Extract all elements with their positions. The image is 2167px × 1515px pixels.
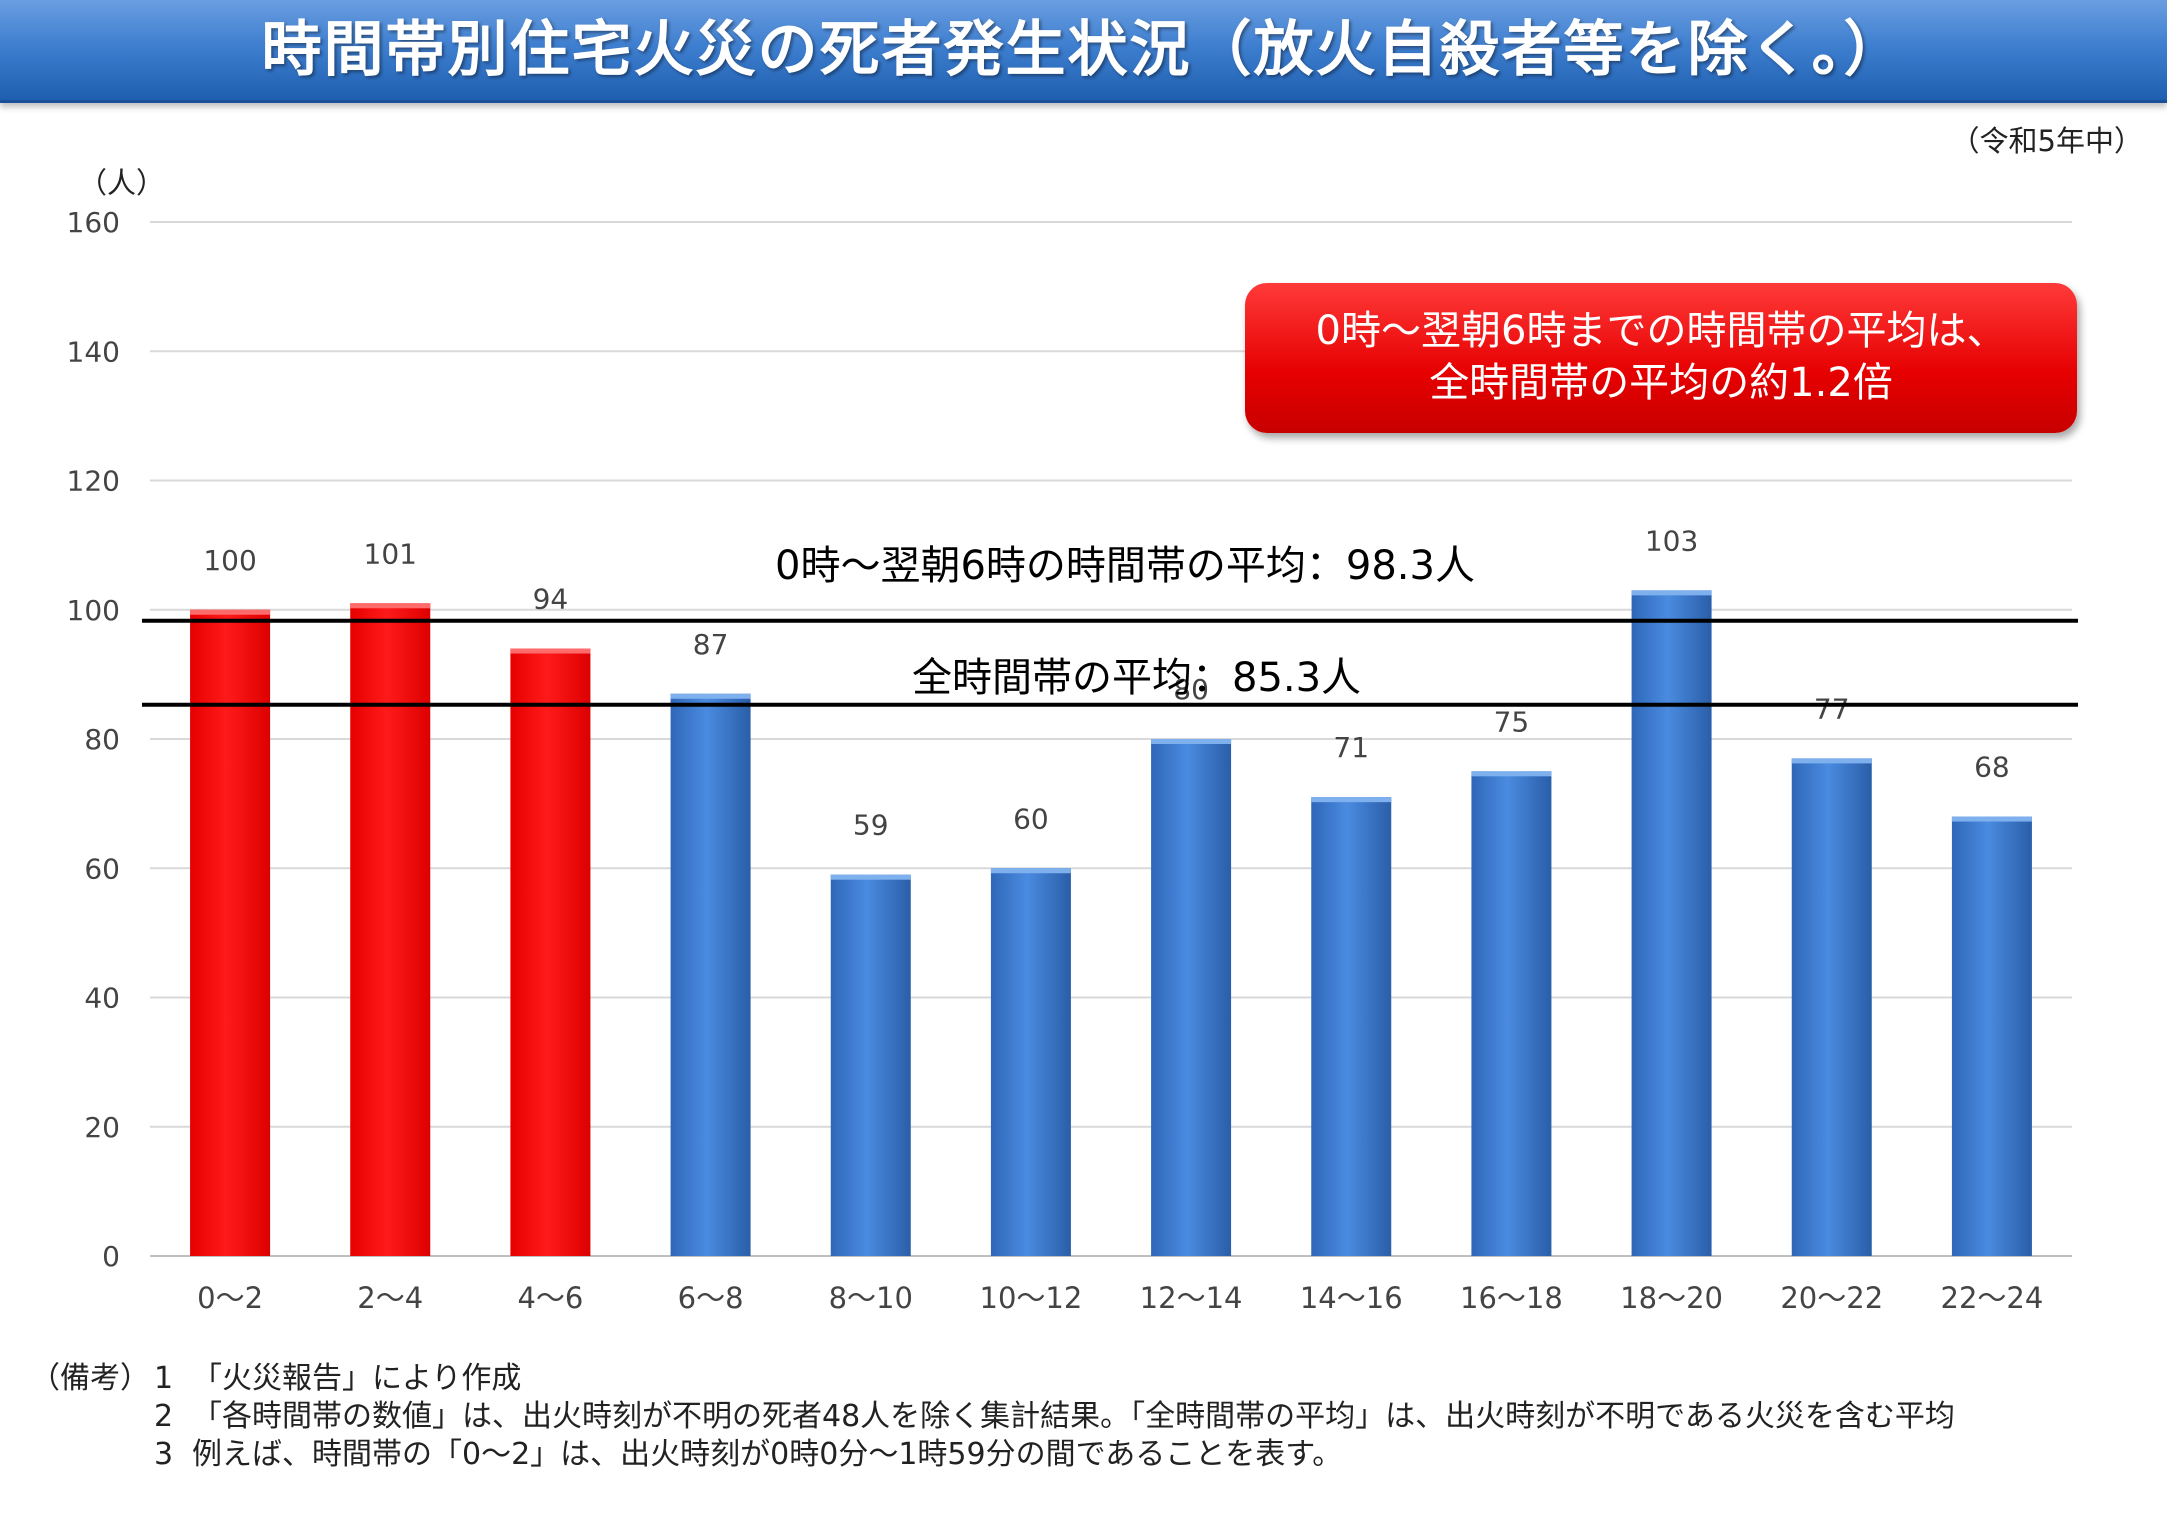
y-tick-label: 40 [84,982,120,1015]
y-tick-label: 120 [67,465,120,498]
data-label: 103 [1645,524,1698,557]
bar-top [190,609,271,615]
bar [670,693,751,1256]
bar-top [990,868,1071,874]
bar-chart: 0 20 40 60 80 100 120 140 160 100 0～2 101 2～4 94 4～6 87… [67,206,2078,1315]
data-label: 75 [1494,705,1530,738]
bar [1311,797,1392,1256]
y-tick-label: 0 [102,1240,120,1273]
average-label-night: 0時～翌朝6時の時間帯の平均：98.3人 [775,542,1475,589]
x-tick-label: 12～14 [1140,1281,1243,1315]
x-tick-label: 6～8 [678,1281,744,1315]
notes-heading: （備考） [30,1361,150,1396]
data-label: 94 [533,583,569,616]
callout-box: 0時～翌朝6時までの時間帯の平均は、 全時間帯の平均の約1.2倍 [1245,283,2077,433]
bar [510,648,591,1256]
x-tick-label: 16～18 [1460,1281,1563,1315]
average-label-all: 全時間帯の平均：85.3人 [912,654,1362,701]
bar [990,868,1071,1256]
y-tick-label: 100 [67,594,120,627]
y-tick-label: 60 [84,852,120,885]
x-tick-label: 4～6 [517,1281,583,1315]
title-bar [0,0,2167,103]
bar-top [1951,816,2032,822]
note-number: 3 [154,1437,174,1472]
x-tick-label: 8～10 [829,1281,913,1315]
y-tick-label: 160 [67,206,120,239]
data-label: 87 [693,628,729,661]
bar [1631,590,1712,1256]
bar [190,609,271,1256]
y-tick-label: 80 [84,723,120,756]
x-tick-label: 20～22 [1780,1281,1883,1315]
bar [1951,816,2032,1256]
note-text: 「火災報告」により作成 [192,1361,522,1396]
period-label: （令和5年中） [1950,124,2143,158]
y-tick-label: 140 [67,335,120,368]
data-label: 60 [1013,802,1049,835]
bar-top [1311,797,1392,803]
x-tick-label: 10～12 [980,1281,1083,1315]
y-unit-label: （人） [78,166,166,200]
bar-top [1631,590,1712,596]
data-label: 68 [1974,751,2010,784]
callout-line-2: 全時間帯の平均の約1.2倍 [1429,360,1893,406]
x-tick-label: 14～16 [1300,1281,1403,1315]
page-title: 時間帯別住宅火災の死者発生状況（放火自殺者等を除く。） [261,15,1906,85]
bar [1151,739,1232,1256]
x-tick-label: 0～2 [197,1281,263,1315]
y-tick-label: 20 [84,1111,120,1144]
data-label: 80 [1173,673,1209,706]
bar-top [830,874,911,880]
data-label: 100 [203,544,256,577]
data-label: 71 [1333,731,1369,764]
bar [830,874,911,1256]
note-text: 例えば、時間帯の「0～2」は、出火時刻が0時0分～1時59分の間であることを表す… [192,1437,1343,1472]
note-number: 2 [154,1399,174,1434]
note-text: 「各時間帯の数値」は、出火時刻が不明の死者48人を除く集計結果。「全時間帯の平均… [192,1399,1955,1434]
bar-top [1471,771,1552,777]
x-tick-label: 2～4 [357,1281,423,1315]
data-label: 101 [364,537,417,570]
bar-top [670,693,751,699]
bar-top [1151,739,1232,744]
x-tick-label: 22～24 [1941,1281,2044,1315]
bar-top [350,603,431,609]
x-tick-label: 18～20 [1620,1281,1723,1315]
bar [350,603,431,1256]
data-label: 59 [853,809,889,842]
bar [1791,758,1872,1256]
bar-top [510,648,591,654]
bar [1471,771,1552,1256]
callout-line-1: 0時～翌朝6時までの時間帯の平均は、 [1315,308,2007,354]
data-label: 77 [1814,692,1850,725]
notes: （備考） 1 「火災報告」により作成 2 「各時間帯の数値」は、出火時刻が不明の… [30,1360,1955,1474]
bar-top [1791,758,1872,764]
note-number: 1 [154,1361,174,1396]
